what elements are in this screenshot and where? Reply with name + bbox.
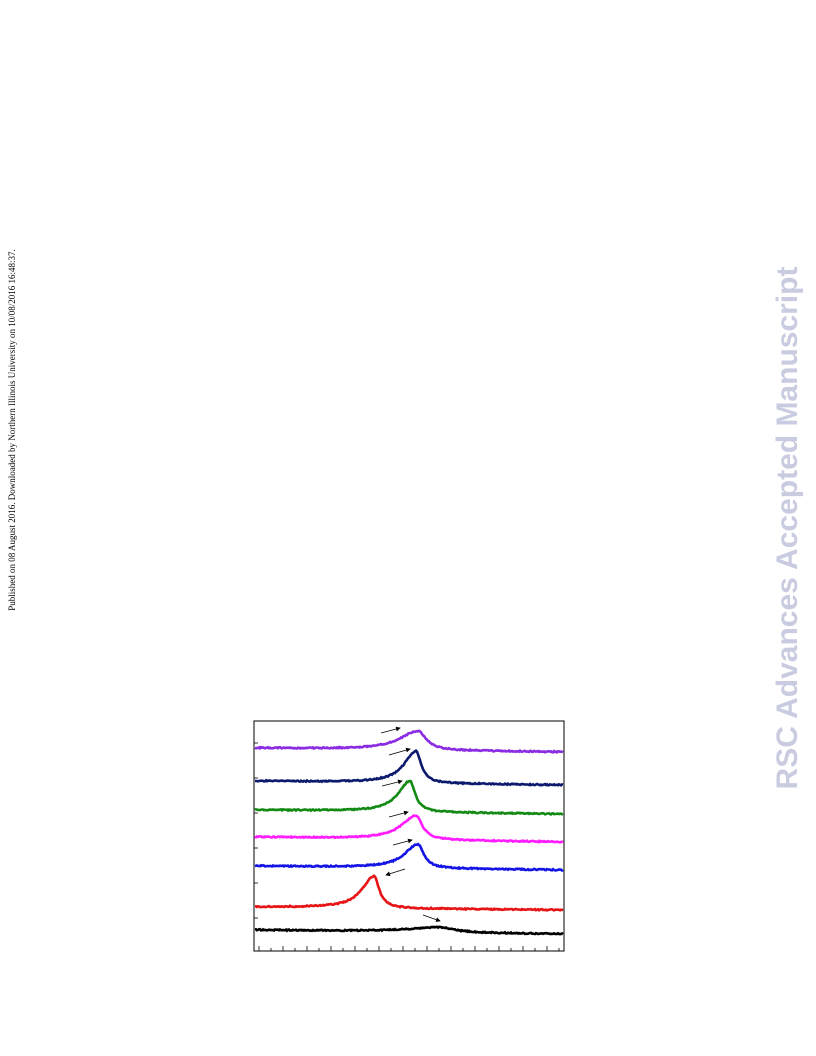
spectrum bbox=[255, 876, 563, 911]
arrow bbox=[381, 728, 400, 733]
spectrum bbox=[255, 927, 563, 934]
arrow bbox=[389, 812, 408, 817]
arrow bbox=[382, 781, 402, 786]
arrow bbox=[393, 840, 412, 845]
arrow bbox=[423, 915, 440, 921]
spectrum bbox=[255, 844, 563, 870]
arrow bbox=[386, 869, 405, 875]
figure bbox=[0, 0, 816, 1056]
spectrum bbox=[255, 781, 563, 814]
arrow bbox=[389, 749, 410, 755]
page: Published on 08 August 2016. Downloaded … bbox=[0, 0, 816, 1056]
spectrum bbox=[255, 816, 563, 843]
